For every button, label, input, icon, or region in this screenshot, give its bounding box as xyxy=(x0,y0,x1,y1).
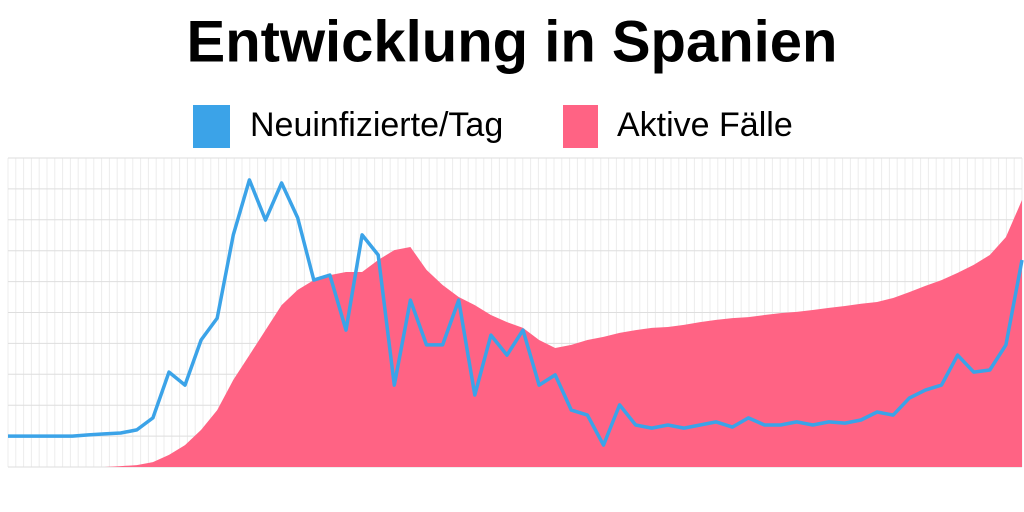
legend-label: Neuinfizierte/Tag xyxy=(250,106,503,144)
line xyxy=(8,178,1024,447)
chart-title: Entwicklung in Spanien xyxy=(187,9,838,74)
plot xyxy=(8,178,1024,467)
legend-swatch xyxy=(193,105,230,148)
area xyxy=(8,200,1022,467)
legend-label: Aktive Fälle xyxy=(617,106,793,144)
legend-swatch xyxy=(563,105,598,148)
